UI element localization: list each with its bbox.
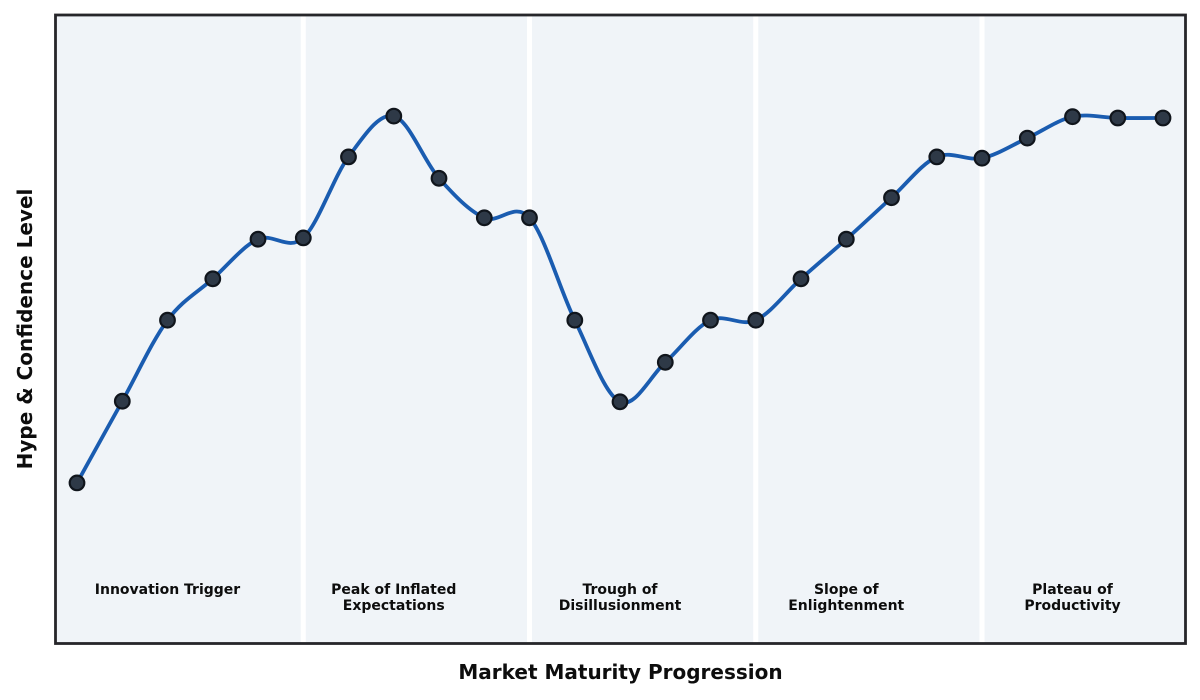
data-point <box>159 311 176 329</box>
data-point <box>1064 108 1081 126</box>
plot-area <box>55 15 1186 644</box>
data-point <box>656 353 674 371</box>
data-point <box>973 149 991 167</box>
phase-label: Trough of Disillusionment <box>559 582 682 614</box>
y-axis-label: Hype & Confidence Level <box>13 188 37 470</box>
data-point <box>1109 109 1127 127</box>
phase-label: Plateau of Productivity <box>1024 582 1120 614</box>
data-point <box>68 474 86 492</box>
x-axis-label: Market Maturity Progression <box>458 660 783 684</box>
phase-label-line: Trough of <box>582 582 658 598</box>
data-point <box>475 209 493 227</box>
data-point <box>611 393 629 411</box>
data-point <box>837 230 855 248</box>
phase-label-line: Plateau of <box>1032 582 1114 598</box>
data-point <box>883 189 900 207</box>
data-point <box>747 311 765 329</box>
phase-label: Peak of Inflated Expectations <box>331 582 456 614</box>
data-point <box>204 270 222 288</box>
data-point <box>1154 109 1172 127</box>
phase-label-line: Enlightenment <box>788 598 904 614</box>
plot-border <box>54 13 1187 645</box>
data-point <box>702 311 719 329</box>
data-point <box>113 392 131 410</box>
data-point <box>792 270 810 288</box>
phase-label-line: Slope of <box>814 582 880 598</box>
data-point <box>566 311 584 329</box>
phase-label-line: Innovation Trigger <box>95 582 241 598</box>
data-point <box>521 209 538 227</box>
data-point <box>294 229 312 247</box>
phase-label-line: Expectations <box>343 598 445 614</box>
phase-label-line: Disillusionment <box>559 598 682 614</box>
phase-label-line: Peak of Inflated <box>331 582 456 598</box>
data-point <box>928 148 946 166</box>
data-point <box>1018 129 1036 147</box>
data-point <box>249 230 267 248</box>
data-point <box>385 107 403 125</box>
phase-label: Innovation Trigger <box>95 582 241 598</box>
data-point <box>340 148 357 166</box>
phase-label-line: Productivity <box>1024 598 1120 614</box>
phase-label: Slope of Enlightenment <box>788 582 904 614</box>
data-point <box>430 169 448 187</box>
